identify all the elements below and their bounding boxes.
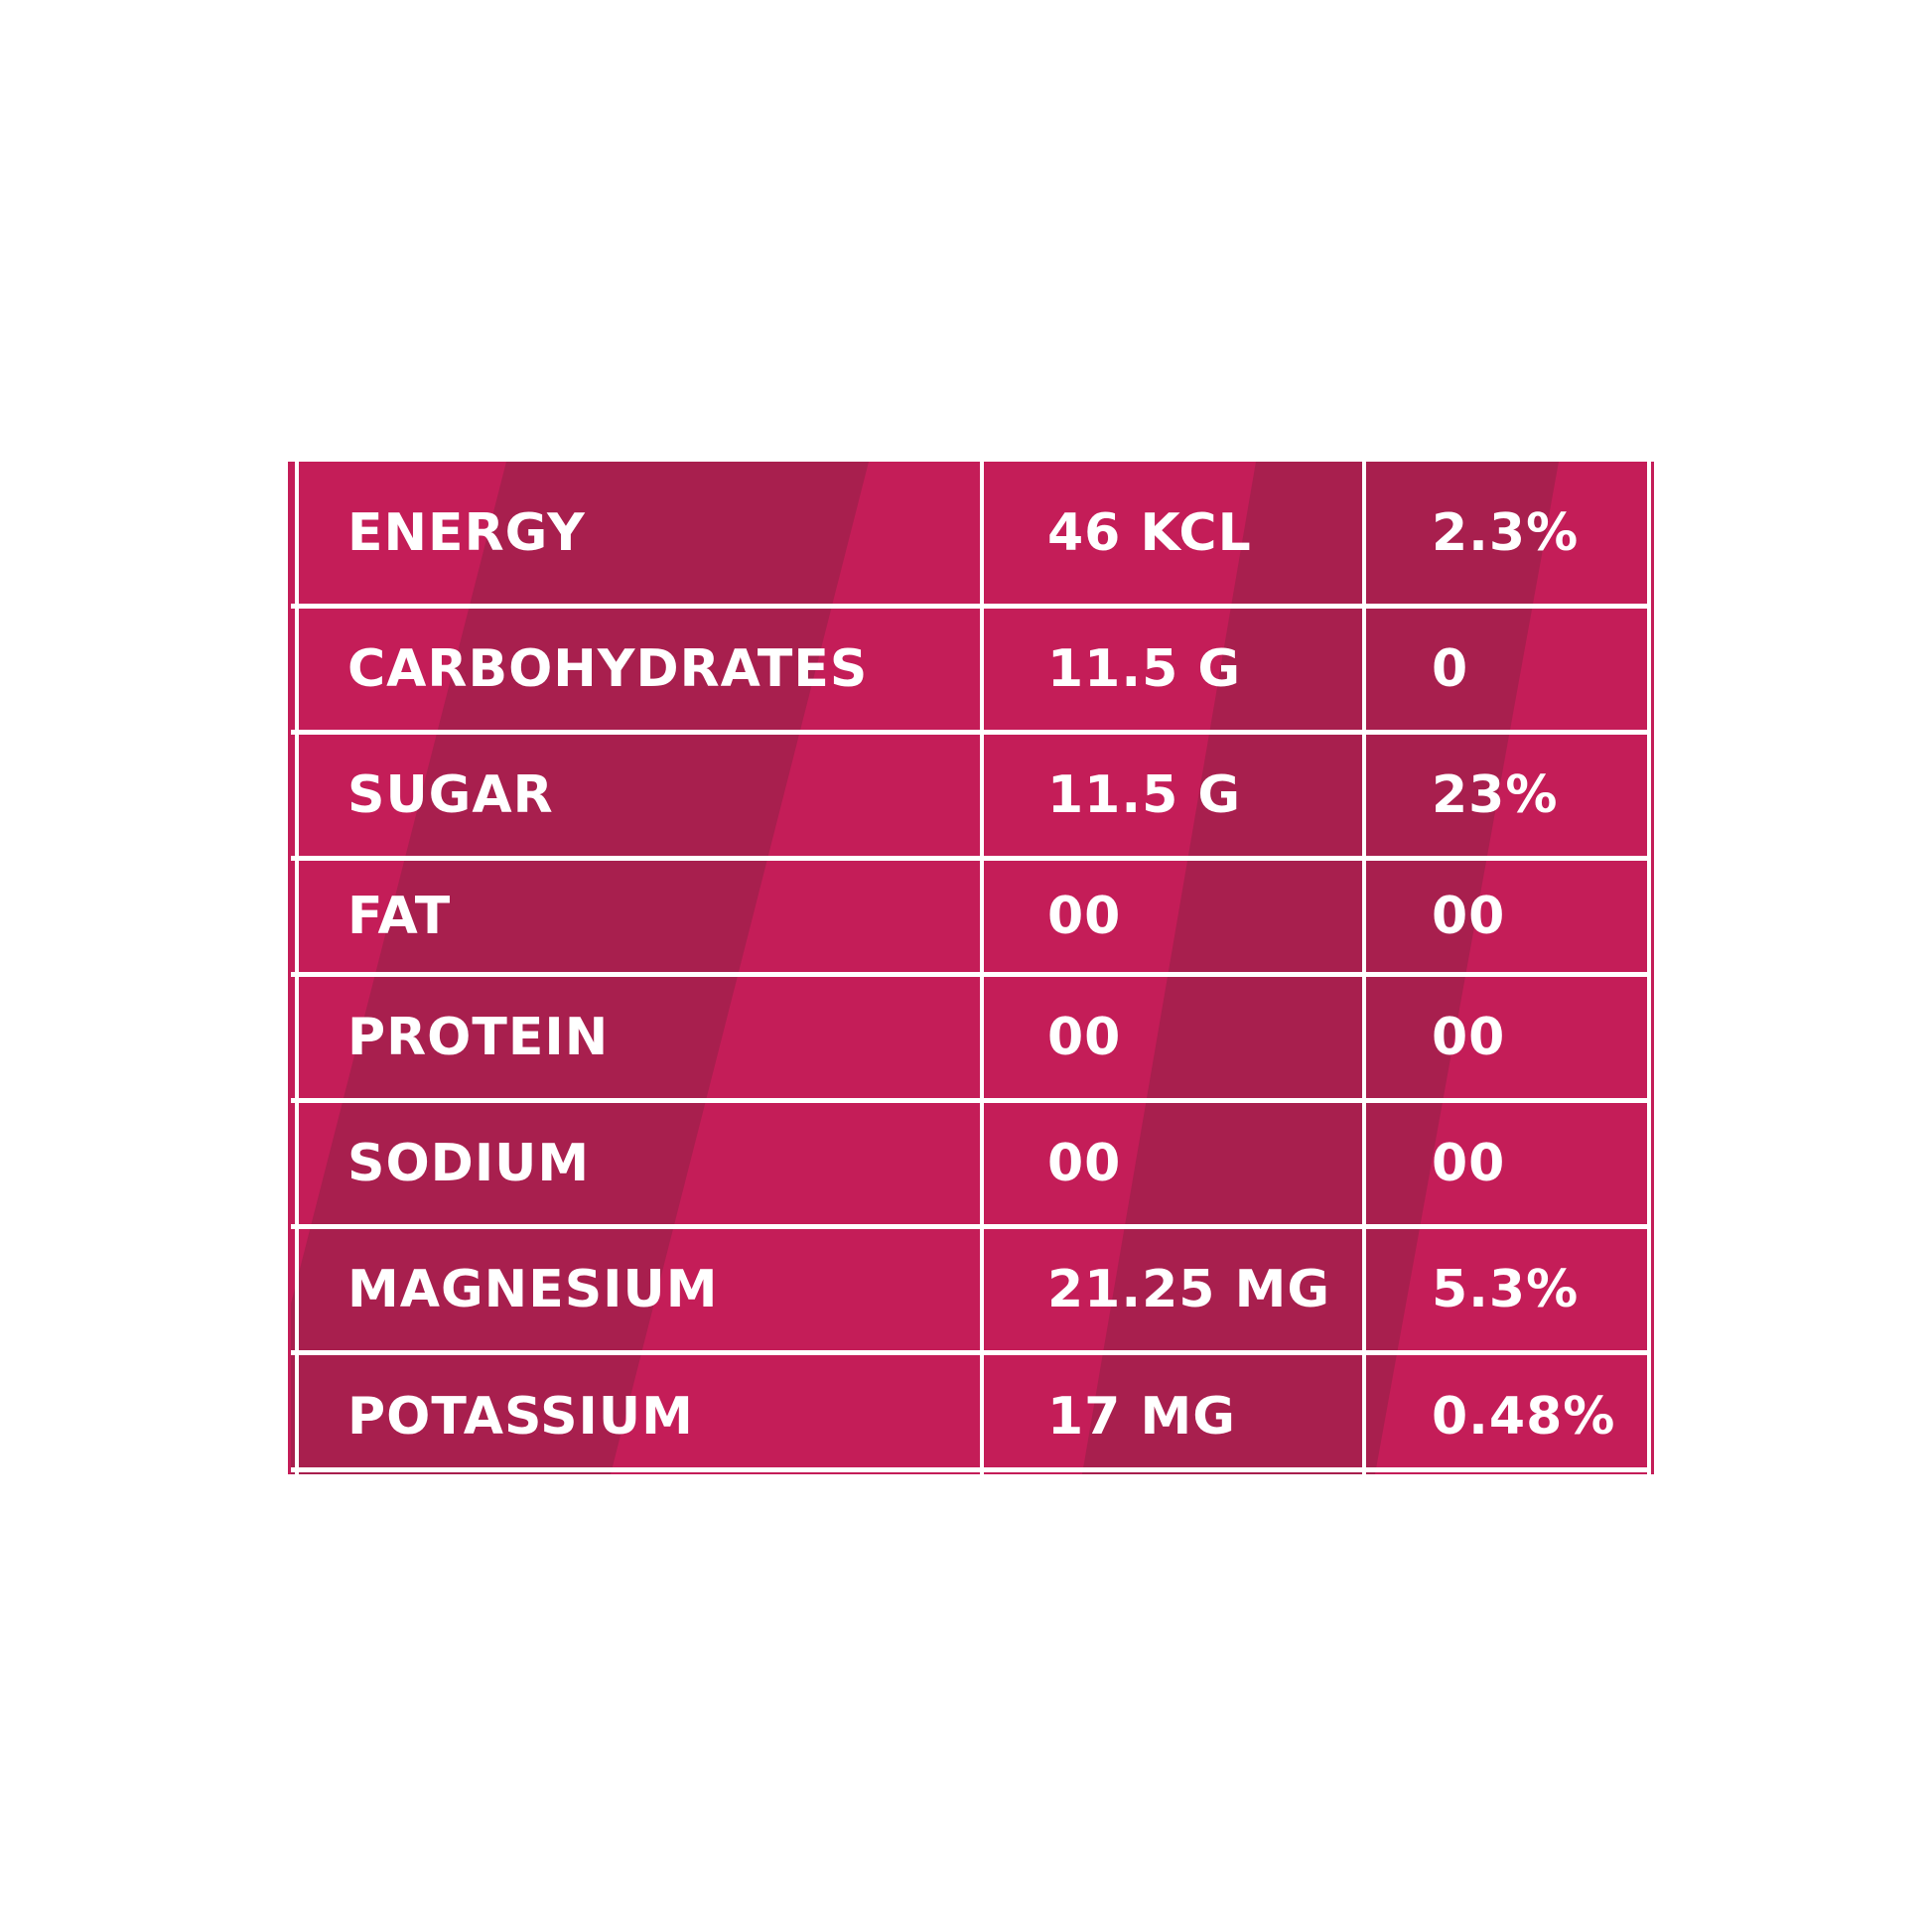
row-energy-percent: 2.3%: [1432, 502, 1580, 563]
row-fat-name: FAT: [347, 887, 452, 946]
table-left-edge: [288, 462, 291, 1474]
row-potassium-name: POTASSIUM: [347, 1387, 694, 1447]
grid-line-row-3: [288, 856, 1654, 861]
row-protein-percent: 00: [1432, 1008, 1506, 1067]
row-sugar-name: SUGAR: [347, 765, 554, 825]
row-energy-name: ENERGY: [347, 502, 586, 563]
grid-line-left: [295, 462, 299, 1474]
stripe-middle: [1082, 462, 1559, 1474]
table-grid: ENERGY 46 KCL 2.3% CARBOHYDRATES 11.5 G …: [288, 462, 1654, 1474]
grid-line-row-1: [288, 604, 1654, 609]
row-fat-amount: 00: [1047, 887, 1122, 946]
grid-line-row-2: [288, 730, 1654, 735]
row-magnesium-amount: 21.25 MG: [1047, 1260, 1331, 1319]
row-potassium-percent: 0.48%: [1432, 1387, 1616, 1447]
row-fat-percent: 00: [1432, 887, 1506, 946]
row-carbohydrates-name: CARBOHYDRATES: [347, 639, 869, 699]
diagonal-stripes-background: [288, 462, 1559, 1474]
row-magnesium-name: MAGNESIUM: [347, 1260, 719, 1319]
stripe-left: [288, 462, 869, 1474]
grid-line-bottom: [288, 1467, 1654, 1472]
row-sodium-percent: 00: [1432, 1134, 1506, 1193]
grid-line-row-6: [288, 1224, 1654, 1229]
row-protein-amount: 00: [1047, 1008, 1122, 1067]
grid-line-row-7: [288, 1350, 1654, 1355]
grid-line-row-5: [288, 1098, 1654, 1103]
row-protein-name: PROTEIN: [347, 1008, 610, 1067]
row-carbohydrates-amount: 11.5 G: [1047, 639, 1242, 699]
row-potassium-amount: 17 MG: [1047, 1387, 1236, 1447]
row-sodium-name: SODIUM: [347, 1134, 591, 1193]
grid-line-col-2: [1362, 462, 1366, 1474]
row-energy-amount: 46 KCL: [1047, 502, 1252, 563]
grid-line-col-1: [980, 462, 984, 1474]
row-sugar-amount: 11.5 G: [1047, 765, 1242, 825]
row-carbohydrates-percent: 0: [1432, 639, 1469, 699]
row-sugar-percent: 23%: [1432, 765, 1559, 825]
table-right-edge: [1651, 462, 1654, 1474]
row-magnesium-percent: 5.3%: [1432, 1260, 1580, 1319]
grid-line-right: [1647, 462, 1651, 1474]
row-sodium-amount: 00: [1047, 1134, 1122, 1193]
nutrition-table: ENERGY 46 KCL 2.3% CARBOHYDRATES 11.5 G …: [288, 462, 1654, 1474]
grid-line-row-4: [288, 972, 1654, 977]
